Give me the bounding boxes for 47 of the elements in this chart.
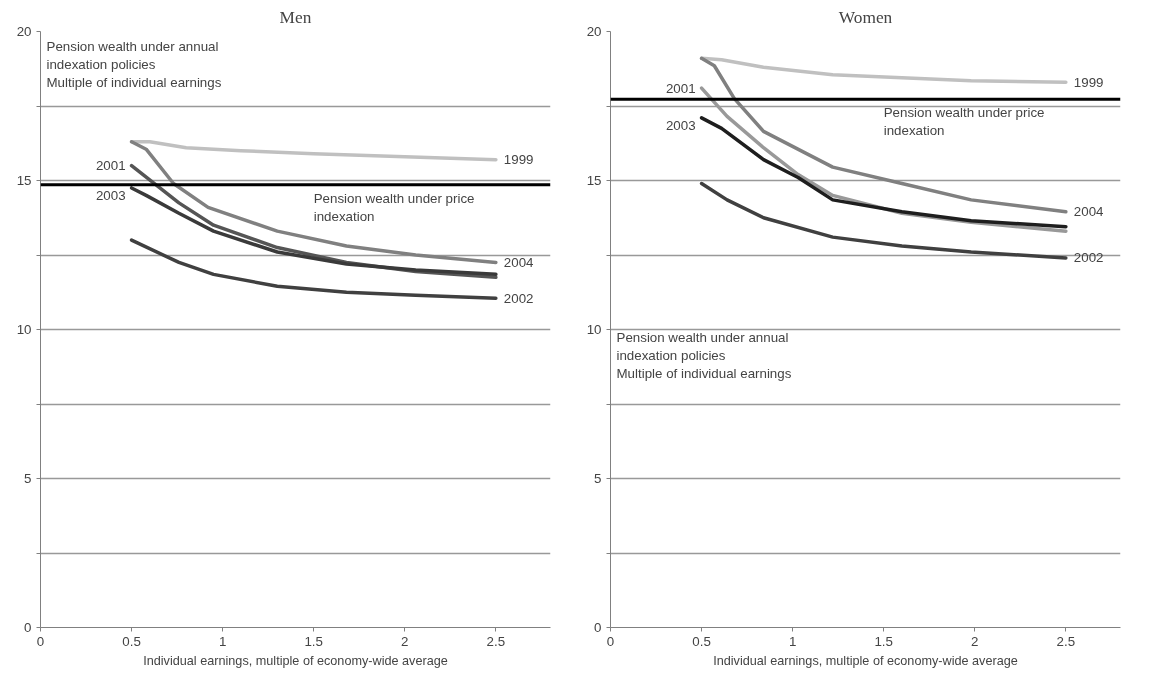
x-tick-label: 1 [218, 633, 227, 649]
series-label: 2003 [95, 188, 126, 204]
annotation: Pension wealth under annual indexation policies [616, 329, 789, 363]
line-series [129, 186, 498, 277]
annotation: Multiple of individual earnings [46, 74, 222, 90]
x-axis-title: Individual earnings, multiple of economy-wide average [143, 653, 448, 668]
chart-title: Women [838, 7, 893, 27]
y-tick-label: 0 [24, 620, 32, 635]
series-label: 2002 [503, 290, 534, 306]
annotation: Pension wealth under annual indexation policies [46, 38, 219, 72]
line-series [129, 140, 498, 265]
series-label: 2001 [665, 80, 696, 96]
series-label: 1999 [1073, 74, 1104, 90]
y-tick-label: 5 [24, 471, 32, 486]
ref-line-label: Pension wealth under price indexation [313, 190, 475, 224]
ref-line-label: Pension wealth under price indexation [883, 105, 1045, 139]
x-tick-label: 0.5 [692, 633, 711, 649]
chart-title: Men [279, 7, 312, 27]
x-tick-label: 0 [606, 633, 615, 649]
series-label: 1999 [503, 152, 534, 168]
x-axis-title: Individual earnings, multiple of economy-wide average [713, 653, 1018, 668]
series-label: 2003 [665, 118, 696, 134]
x-tick-label: 2.5 [486, 633, 506, 649]
series-label: 2004 [1073, 204, 1105, 220]
y-tick-label: 15 [16, 173, 32, 188]
x-tick-label: 0.5 [122, 633, 141, 649]
annotation: Multiple of individual earnings [616, 365, 792, 381]
line-series [129, 238, 498, 300]
x-tick-label: 1.5 [874, 633, 893, 649]
y-tick-label: 20 [16, 24, 32, 39]
line-series [699, 181, 1068, 260]
line-series [699, 56, 1068, 214]
y-tick-label: 10 [16, 322, 32, 337]
y-tick-label: 20 [586, 24, 602, 39]
y-tick-label: 15 [586, 173, 602, 188]
x-tick-label: 0 [36, 633, 45, 649]
series-label: 2004 [503, 254, 535, 270]
x-tick-label: 2.5 [1056, 633, 1076, 649]
x-tick-label: 1.5 [304, 633, 323, 649]
series-label: 2002 [1073, 250, 1104, 266]
series-label: 2001 [95, 158, 126, 174]
x-tick-label: 1 [788, 633, 797, 649]
x-tick-label: 2 [971, 633, 979, 649]
x-tick-label: 2 [401, 633, 409, 649]
y-tick-label: 5 [594, 471, 602, 486]
y-tick-label: 10 [586, 322, 602, 337]
y-tick-label: 0 [594, 620, 602, 635]
